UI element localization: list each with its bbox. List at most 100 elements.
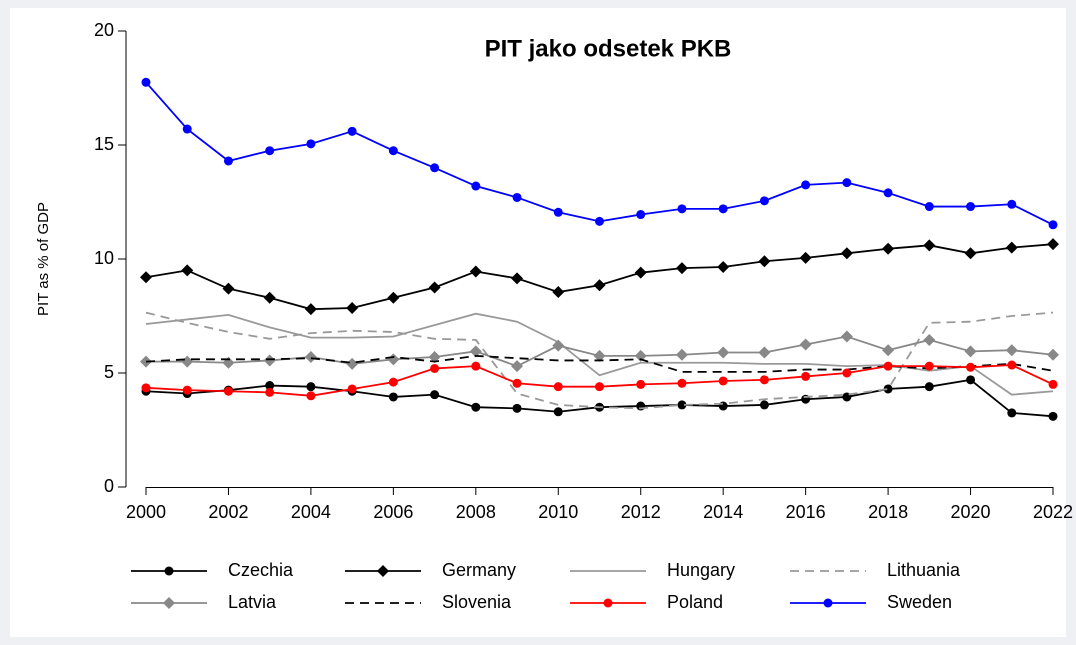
- point: [923, 239, 936, 252]
- point: [553, 407, 563, 417]
- point: [882, 242, 895, 255]
- point: [347, 384, 357, 394]
- point: [222, 282, 235, 295]
- legend-marker: [377, 565, 389, 577]
- point: [593, 279, 606, 292]
- point: [347, 126, 357, 136]
- x-tick-label: 2012: [621, 502, 661, 522]
- point: [388, 377, 398, 387]
- point: [840, 330, 853, 343]
- point: [512, 403, 522, 413]
- legend-label: Lithuania: [887, 560, 961, 580]
- series-line: [145, 354, 1054, 373]
- point: [430, 390, 440, 400]
- point: [223, 386, 233, 396]
- legend-marker: [163, 597, 175, 609]
- x-tick-label: 2018: [868, 502, 908, 522]
- point: [511, 272, 524, 285]
- point: [842, 368, 852, 378]
- point: [512, 378, 522, 388]
- point: [966, 202, 976, 212]
- point: [346, 357, 359, 370]
- y-tick-label: 0: [104, 476, 114, 496]
- point: [799, 251, 812, 264]
- x-tick-label: 2006: [373, 502, 413, 522]
- x-tick-label: 2016: [786, 502, 826, 522]
- y-tick-label: 10: [94, 248, 114, 268]
- point: [141, 77, 151, 87]
- point: [306, 139, 316, 149]
- point: [1048, 379, 1058, 389]
- point: [263, 291, 276, 304]
- point: [924, 361, 934, 371]
- point: [469, 265, 482, 278]
- point: [718, 376, 728, 386]
- point: [882, 344, 895, 357]
- point: [304, 351, 317, 364]
- point: [471, 181, 481, 191]
- legend-label: Latvia: [228, 592, 277, 612]
- x-tick-label: 2010: [538, 502, 578, 522]
- point: [1007, 408, 1017, 418]
- point: [223, 156, 233, 166]
- point: [141, 383, 151, 393]
- point: [675, 262, 688, 275]
- point: [801, 371, 811, 381]
- point: [1007, 360, 1017, 370]
- point: [181, 264, 194, 277]
- x-tick-label: 2022: [1033, 502, 1073, 522]
- legend-marker: [164, 566, 174, 576]
- point: [387, 291, 400, 304]
- y-tick-label: 15: [94, 134, 114, 154]
- point: [430, 363, 440, 373]
- point: [1007, 199, 1017, 209]
- point: [552, 286, 565, 299]
- x-tick-label: 2004: [291, 502, 331, 522]
- point: [182, 385, 192, 395]
- point: [552, 339, 565, 352]
- point: [265, 387, 275, 397]
- point: [636, 379, 646, 389]
- point: [677, 378, 687, 388]
- legend-label: Poland: [667, 592, 723, 612]
- point: [182, 124, 192, 134]
- point: [1048, 220, 1058, 230]
- y-tick-label: 20: [94, 20, 114, 40]
- point: [801, 180, 811, 190]
- point: [304, 303, 317, 316]
- point: [717, 346, 730, 359]
- point: [677, 400, 687, 410]
- point: [840, 247, 853, 260]
- point: [759, 196, 769, 206]
- point: [471, 402, 481, 412]
- point: [758, 255, 771, 268]
- legend-label: Czechia: [228, 560, 294, 580]
- point: [428, 351, 441, 364]
- point: [717, 260, 730, 273]
- point: [346, 302, 359, 315]
- point: [595, 216, 604, 226]
- point: [883, 188, 893, 198]
- point: [469, 345, 482, 358]
- point: [675, 348, 688, 361]
- point: [759, 400, 769, 410]
- point: [428, 281, 441, 294]
- point: [634, 349, 647, 362]
- y-tick-label: 5: [104, 362, 114, 382]
- point: [511, 360, 524, 373]
- legend-marker: [603, 598, 613, 608]
- point: [1005, 241, 1018, 254]
- y-axis-label: PIT as % of GDP: [35, 202, 52, 316]
- point: [388, 146, 398, 156]
- point: [966, 362, 976, 372]
- x-tick-label: 2008: [456, 502, 496, 522]
- point: [263, 354, 276, 367]
- point: [842, 178, 852, 188]
- point: [388, 392, 398, 402]
- point: [758, 346, 771, 359]
- point: [677, 204, 687, 214]
- point: [759, 375, 769, 385]
- point: [387, 353, 400, 366]
- point: [1047, 348, 1059, 361]
